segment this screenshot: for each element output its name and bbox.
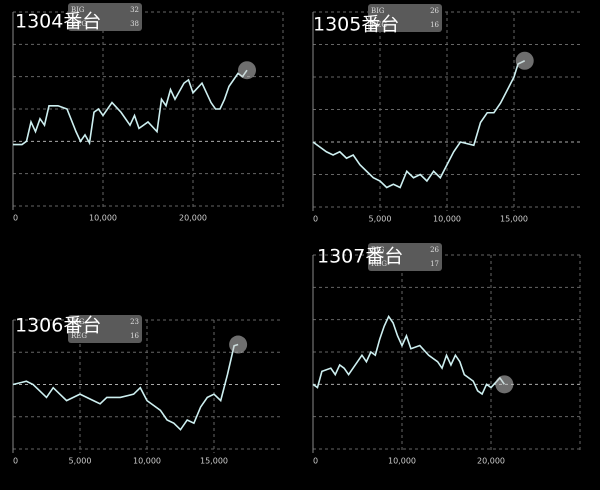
counter-badge — [368, 243, 442, 271]
chart-title: 1305番台 — [313, 14, 399, 36]
x-tick-label: 10,000 — [133, 457, 161, 466]
x-tick-label: 20,000 — [477, 457, 505, 466]
counter-label: BIG — [71, 318, 85, 326]
data-line — [12, 343, 239, 431]
data-line — [312, 60, 526, 189]
x-tick-label: 0 — [313, 215, 318, 224]
x-tick-label: 15,000 — [200, 457, 228, 466]
counter-label: BIG — [71, 6, 85, 14]
counter-value: 16 — [430, 21, 439, 29]
counter-value: 38 — [130, 20, 139, 28]
chart-title: 1304番台 — [15, 11, 101, 33]
x-tick-label: 5,000 — [369, 215, 392, 224]
end-marker — [229, 335, 248, 354]
x-tick-label: 10,000 — [433, 215, 461, 224]
x-tick-label: 0 — [313, 457, 318, 466]
counter-badge — [68, 3, 142, 31]
counter-value: 32 — [130, 6, 139, 14]
data-line — [312, 314, 506, 396]
end-marker — [238, 61, 256, 80]
counter-label: REG — [71, 20, 87, 28]
end-marker — [495, 375, 514, 394]
x-tick-label: 10,000 — [388, 457, 416, 466]
counter-value: 26 — [430, 246, 439, 254]
counter-value: 17 — [430, 260, 439, 268]
counter-value: 23 — [130, 318, 139, 326]
counter-badge — [68, 315, 142, 343]
x-tick-label: 0 — [13, 457, 18, 466]
x-tick-label: 10,000 — [89, 214, 117, 223]
counter-badge — [368, 4, 442, 32]
x-tick-label: 20,000 — [179, 214, 207, 223]
chart-title: 1306番台 — [15, 315, 101, 337]
data-line — [13, 69, 248, 146]
counter-label: REG — [371, 21, 387, 29]
counter-label: BIG — [371, 7, 385, 15]
x-tick-label: 0 — [13, 214, 18, 223]
counter-label: REG — [71, 332, 87, 340]
counter-value: 16 — [130, 332, 139, 340]
counter-label: BIG — [371, 246, 385, 254]
chart-title: 1307番台 — [317, 246, 403, 268]
end-marker — [515, 51, 534, 70]
x-tick-label: 5,000 — [69, 457, 92, 466]
counter-label: REG — [371, 260, 387, 268]
counter-value: 26 — [430, 7, 439, 15]
x-tick-label: 15,000 — [500, 215, 528, 224]
